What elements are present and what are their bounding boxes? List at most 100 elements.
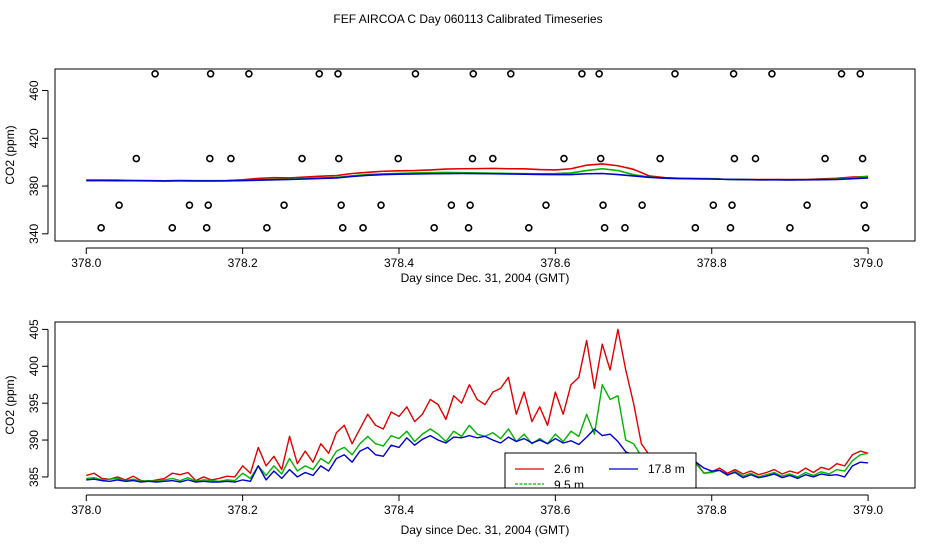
timeseries-x-tick-label: 378.4 (384, 503, 414, 517)
calibration-point (430, 224, 438, 232)
calibration-point (334, 154, 343, 163)
calibration-point (298, 154, 306, 163)
calibration-point (97, 224, 105, 232)
calibration-y-tick-label: 380 (27, 176, 41, 196)
calibration-y-tick-label: 340 (27, 224, 41, 244)
timeseries-y-tick-label: 385 (27, 467, 41, 487)
timeseries-plot-area (86, 328, 869, 483)
timeseries-plot-frame (54, 321, 916, 489)
calibration-point (691, 224, 700, 232)
legend-label-17-8m: 17.8 m (648, 462, 685, 476)
calibration-point (728, 201, 736, 209)
calibration-point (411, 69, 420, 78)
calibration-x-tick-label: 378.6 (540, 256, 570, 270)
calibration-x-tick-label: 378.0 (71, 256, 101, 270)
calibration-point (751, 154, 760, 163)
calibration-plot-area (86, 69, 870, 232)
calibration-x-axis-label: Day since Dec. 31, 2004 (GMT) (401, 271, 570, 285)
calibration-point (595, 69, 603, 78)
calibration-y-axis-label: CO2 (ppm) (3, 125, 17, 184)
calibration-point (280, 201, 288, 209)
timeseries-y-tick-label: 405 (27, 319, 41, 339)
calibration-point (185, 201, 194, 209)
calibration-point (861, 224, 870, 232)
legend-label-9-5m: 9.5 m (554, 478, 584, 492)
calibration-point (837, 69, 846, 78)
calibration-point (151, 69, 159, 78)
timeseries-x-tick-label: 378.8 (697, 503, 727, 517)
calibration-point (671, 69, 679, 78)
timeseries-panel: 378.0 378.2 378.4 378.6 378.8 379.0 385 390 395 4… (3, 319, 916, 537)
timeseries-x-tick-label: 378.6 (540, 503, 570, 517)
calibration-point (542, 201, 550, 209)
calibration-point (466, 201, 474, 209)
calibration-point (469, 69, 478, 78)
calibration-x-tick-label: 378.4 (384, 256, 414, 270)
calibration-series-group (86, 163, 869, 182)
calibration-series-line-17-8-m (86, 172, 869, 182)
calibration-plot-frame (54, 68, 916, 242)
timeseries-y-tick-label: 390 (27, 430, 41, 450)
timeseries-y-tick-label: 395 (27, 393, 41, 413)
calibration-point (656, 154, 664, 163)
calibration-point (768, 69, 776, 78)
timeseries-axes: 378.0 378.2 378.4 378.6 378.8 379.0 385 390 395 4… (27, 319, 883, 517)
calibration-point (447, 201, 456, 209)
calibration-axes: 378.0 378.2 378.4 378.6 378.8 379.0 340 380 420 4… (27, 80, 883, 270)
calibration-point (359, 224, 367, 232)
calibration-point (860, 201, 868, 209)
timeseries-x-tick-label: 379.0 (853, 503, 883, 517)
calibration-point (803, 201, 811, 209)
timeseries-x-tick-label: 378.2 (228, 503, 258, 517)
figure-title: FEF AIRCOA C Day 060113 Calibrated Times… (333, 12, 602, 26)
calibration-point (315, 69, 324, 78)
calibration-point (464, 224, 473, 232)
legend-label-2-6m: 2.6 m (554, 462, 584, 476)
calibration-point (115, 201, 123, 209)
calibration-point (599, 201, 607, 209)
calibration-y-tick-label: 460 (27, 80, 41, 100)
calibration-point (730, 154, 739, 163)
calibration-point (821, 154, 829, 163)
calibration-point (245, 69, 253, 78)
calibration-y-tick-label: 420 (27, 128, 41, 148)
calibration-point (578, 69, 586, 78)
calibration-point (621, 224, 629, 232)
calibration-point (334, 69, 342, 78)
calibration-point (858, 154, 867, 163)
timeseries-series-line-17-8-m (86, 428, 869, 483)
calibration-point (132, 154, 141, 163)
calibration-point (337, 201, 345, 209)
calibration-point (856, 69, 865, 78)
calibration-x-tick-label: 379.0 (853, 256, 883, 270)
calibration-point (600, 224, 609, 232)
timeseries-y-axis-label: CO2 (ppm) (3, 375, 17, 434)
calibration-point (206, 69, 215, 78)
calibration-point (786, 224, 794, 232)
calibration-point (726, 224, 735, 232)
calibration-point (377, 201, 385, 209)
calibration-point (338, 224, 347, 232)
calibration-point (729, 69, 738, 78)
calibration-point (709, 201, 718, 209)
calibration-x-tick-label: 378.8 (697, 256, 727, 270)
calibration-point (263, 224, 271, 232)
calibration-point (204, 201, 213, 209)
calibration-point (202, 224, 211, 232)
calibration-point (596, 154, 605, 163)
calibration-point (168, 224, 177, 232)
legend: 2.6 m 17.8 m 9.5 m (504, 452, 697, 492)
calibration-point (560, 154, 568, 163)
calibration-point (489, 154, 497, 163)
timeseries-x-axis-label: Day since Dec. 31, 2004 (GMT) (401, 523, 570, 537)
timeseries-series-group (86, 328, 869, 483)
timeseries-series-line-2-6-m (86, 328, 869, 483)
calibration-point (394, 154, 403, 163)
timeseries-y-tick-label: 400 (27, 356, 41, 376)
calibration-point (206, 154, 214, 163)
calibration-point (227, 154, 235, 163)
calibration-point (638, 201, 646, 209)
legend-clip: 9.5 m (554, 478, 584, 492)
